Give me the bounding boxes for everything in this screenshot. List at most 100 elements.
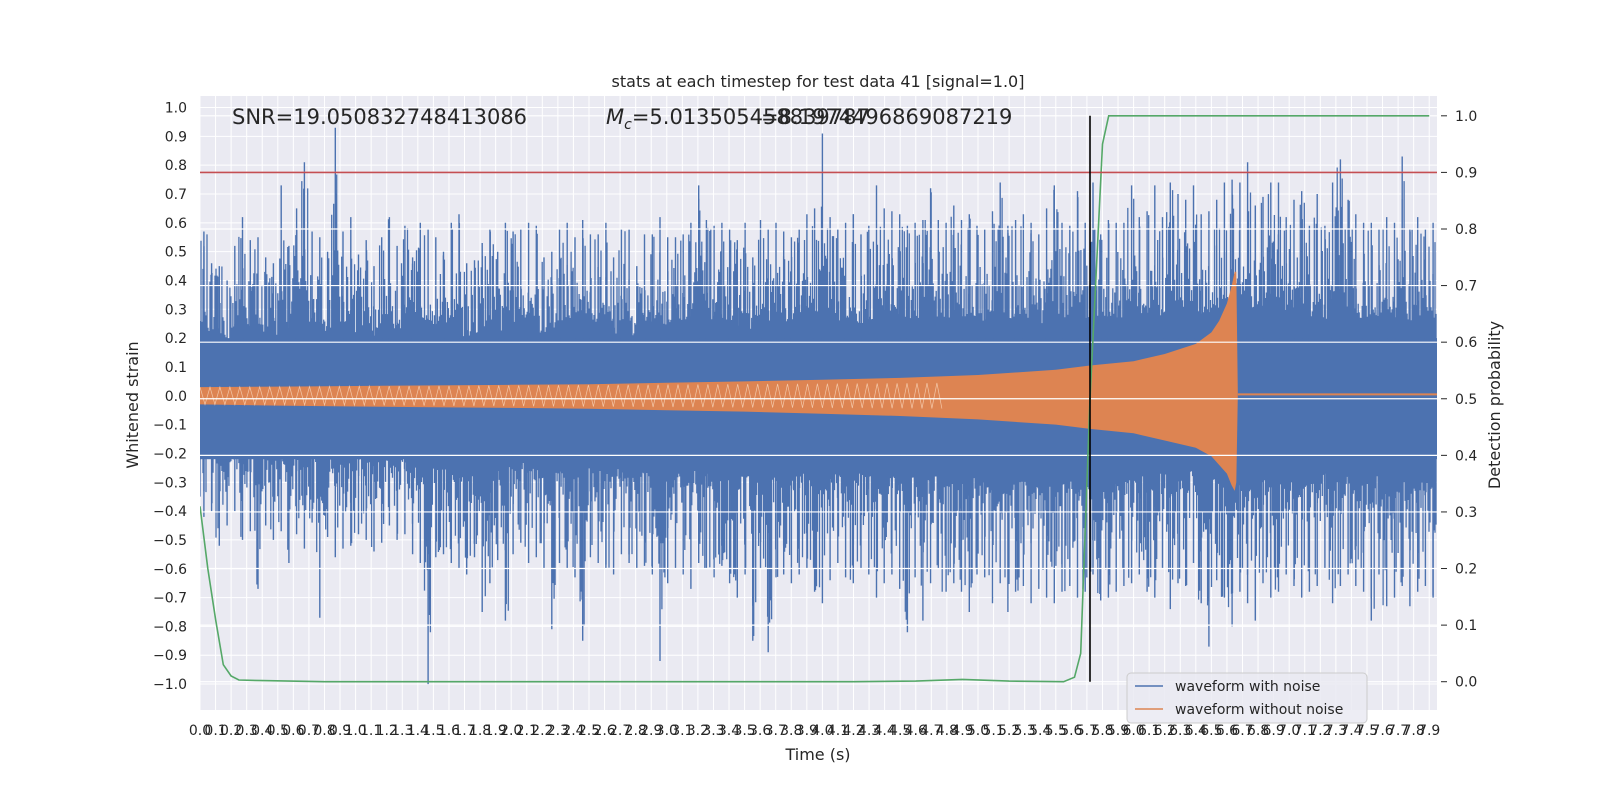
- x-tick-label: 4.2: [842, 723, 864, 739]
- x-tick-label: 1.1: [360, 723, 382, 739]
- clean-waveform-oscillation: [200, 382, 943, 409]
- x-tick-label: 0.7: [298, 723, 320, 739]
- y2-tick-label: 0.0: [1455, 675, 1477, 691]
- y-tick-label: 1.0: [165, 101, 187, 117]
- x-tick-label: 2.0: [500, 723, 522, 739]
- y2-tick-label: 0.9: [1455, 165, 1477, 181]
- chirp-mass-symbol: M: [606, 105, 624, 129]
- x-tick-label: 6.5: [1200, 723, 1222, 739]
- x-tick-label: 4.3: [858, 723, 880, 739]
- x-tick-label: 5.9: [1107, 723, 1129, 739]
- x-tick-label: 2.3: [547, 723, 569, 739]
- x-tick-label: 5.1: [982, 723, 1004, 739]
- x-tick-label: 2.9: [640, 723, 662, 739]
- x-tick-label: 3.7: [765, 723, 787, 739]
- x-tick-label: 6.8: [1247, 723, 1269, 739]
- x-tick-label: 6.4: [1185, 723, 1207, 739]
- x-tick-label: 1.2: [376, 723, 398, 739]
- x-tick-label: 4.4: [873, 723, 895, 739]
- legend-label-noisy: waveform with noise: [1175, 679, 1320, 695]
- y-tick-label: −0.3: [153, 475, 187, 491]
- overlapping-annotation: =8.1974496869087219: [761, 105, 1012, 129]
- x-tick-label: 2.4: [562, 723, 584, 739]
- x-tick-label: 0.8: [313, 723, 335, 739]
- x-tick-label: 1.8: [469, 723, 491, 739]
- chirp-mass-value: =5.013505458839787: [632, 105, 870, 129]
- y-tick-label: −1.0: [153, 677, 187, 693]
- x-tick-label: 7.8: [1403, 723, 1425, 739]
- x-tick-label: 4.1: [827, 723, 849, 739]
- x-tick-label: 7.7: [1387, 723, 1409, 739]
- x-tick-label: 7.6: [1371, 723, 1393, 739]
- x-tick-label: 6.1: [1138, 723, 1160, 739]
- chirp-mass-annotation: Mc=5.013505458839787: [606, 105, 870, 133]
- x-tick-label: 3.0: [656, 723, 678, 739]
- x-tick-label: 1.4: [407, 723, 429, 739]
- y-tick-label: 0.9: [165, 129, 187, 145]
- x-tick-label: 3.4: [718, 723, 740, 739]
- y2-tick-label: 0.6: [1455, 335, 1477, 351]
- x-tick-label: 0.4: [251, 723, 273, 739]
- x-tick-label: 1.7: [453, 723, 475, 739]
- y-tick-label: −0.4: [153, 504, 187, 520]
- x-tick-label: 5.0: [967, 723, 989, 739]
- y2-tick-label: 0.7: [1455, 279, 1477, 295]
- x-tick-label: 3.9: [796, 723, 818, 739]
- x-tick-label: 6.9: [1262, 723, 1284, 739]
- x-tick-label: 3.5: [733, 723, 755, 739]
- x-tick-label: 4.0: [811, 723, 833, 739]
- x-tick-label: 1.9: [485, 723, 507, 739]
- x-tick-label: 3.8: [780, 723, 802, 739]
- x-tick-label: 3.1: [671, 723, 693, 739]
- x-tick-label: 5.7: [1076, 723, 1098, 739]
- x-tick-label: 0.5: [267, 723, 289, 739]
- y2-axis-label: Detection probability: [1485, 321, 1504, 489]
- x-tick-label: 0.9: [329, 723, 351, 739]
- x-tick-label: 3.2: [687, 723, 709, 739]
- snr-annotation: SNR=19.050832748413086: [232, 105, 527, 129]
- x-axis-ticks: 0.00.10.20.30.40.50.60.70.80.91.01.11.21…: [189, 723, 1440, 739]
- x-tick-label: 5.5: [1045, 723, 1067, 739]
- y-tick-label: 0.8: [165, 158, 187, 174]
- x-tick-label: 0.1: [204, 723, 226, 739]
- x-tick-label: 2.5: [578, 723, 600, 739]
- x-tick-label: 2.6: [593, 723, 615, 739]
- y-tick-label: 0.5: [165, 245, 187, 261]
- x-tick-label: 4.7: [920, 723, 942, 739]
- legend-label-clean: waveform without noise: [1175, 702, 1343, 718]
- x-tick-label: 1.5: [422, 723, 444, 739]
- x-tick-label: 5.2: [998, 723, 1020, 739]
- x-tick-label: 2.2: [531, 723, 553, 739]
- x-tick-label: 5.3: [1014, 723, 1036, 739]
- y-tick-label: 0.6: [165, 216, 187, 232]
- x-tick-label: 7.4: [1340, 723, 1362, 739]
- x-tick-label: 2.8: [625, 723, 647, 739]
- y2-axis-ticks: 0.0 0.1 0.2 0.3 0.4 0.5 0.6 0.7 0.8 0.9 1.0: [1441, 109, 1477, 691]
- y-tick-label: 0.7: [165, 187, 187, 203]
- y2-tick-label: 0.3: [1455, 505, 1477, 521]
- x-tick-label: 7.5: [1356, 723, 1378, 739]
- x-tick-label: 0.2: [220, 723, 242, 739]
- chart-title: stats at each timestep for test data 41 …: [612, 72, 1025, 91]
- y-tick-label: −0.9: [153, 648, 187, 664]
- legend: waveform with noise waveform without noi…: [1126, 672, 1368, 724]
- y2-tick-label: 0.5: [1455, 392, 1477, 408]
- y-tick-label: −0.8: [153, 619, 187, 635]
- probability-line: [200, 115, 1430, 683]
- x-tick-label: 0.6: [282, 723, 304, 739]
- y-axis-ticks: −1.0 −0.9 −0.8 −0.7 −0.6 −0.5 −0.4 −0.3 −0.2 −0.1…: [153, 101, 187, 694]
- y2-tick-label: 0.2: [1455, 562, 1477, 578]
- x-tick-label: 4.8: [936, 723, 958, 739]
- x-axis-label: Time (s): [784, 745, 850, 764]
- y-axis-label: Whitened strain: [123, 341, 142, 468]
- y-tick-label: 0.2: [165, 331, 187, 347]
- y-tick-label: 0.1: [165, 360, 187, 376]
- clean-waveform-envelope: [200, 271, 1238, 491]
- x-tick-label: 7.9: [1418, 723, 1440, 739]
- legend-box: [1126, 672, 1368, 724]
- y-tick-label: −0.2: [153, 446, 187, 462]
- x-tick-label: 1.6: [438, 723, 460, 739]
- x-tick-label: 1.0: [344, 723, 366, 739]
- x-tick-label: 6.6: [1216, 723, 1238, 739]
